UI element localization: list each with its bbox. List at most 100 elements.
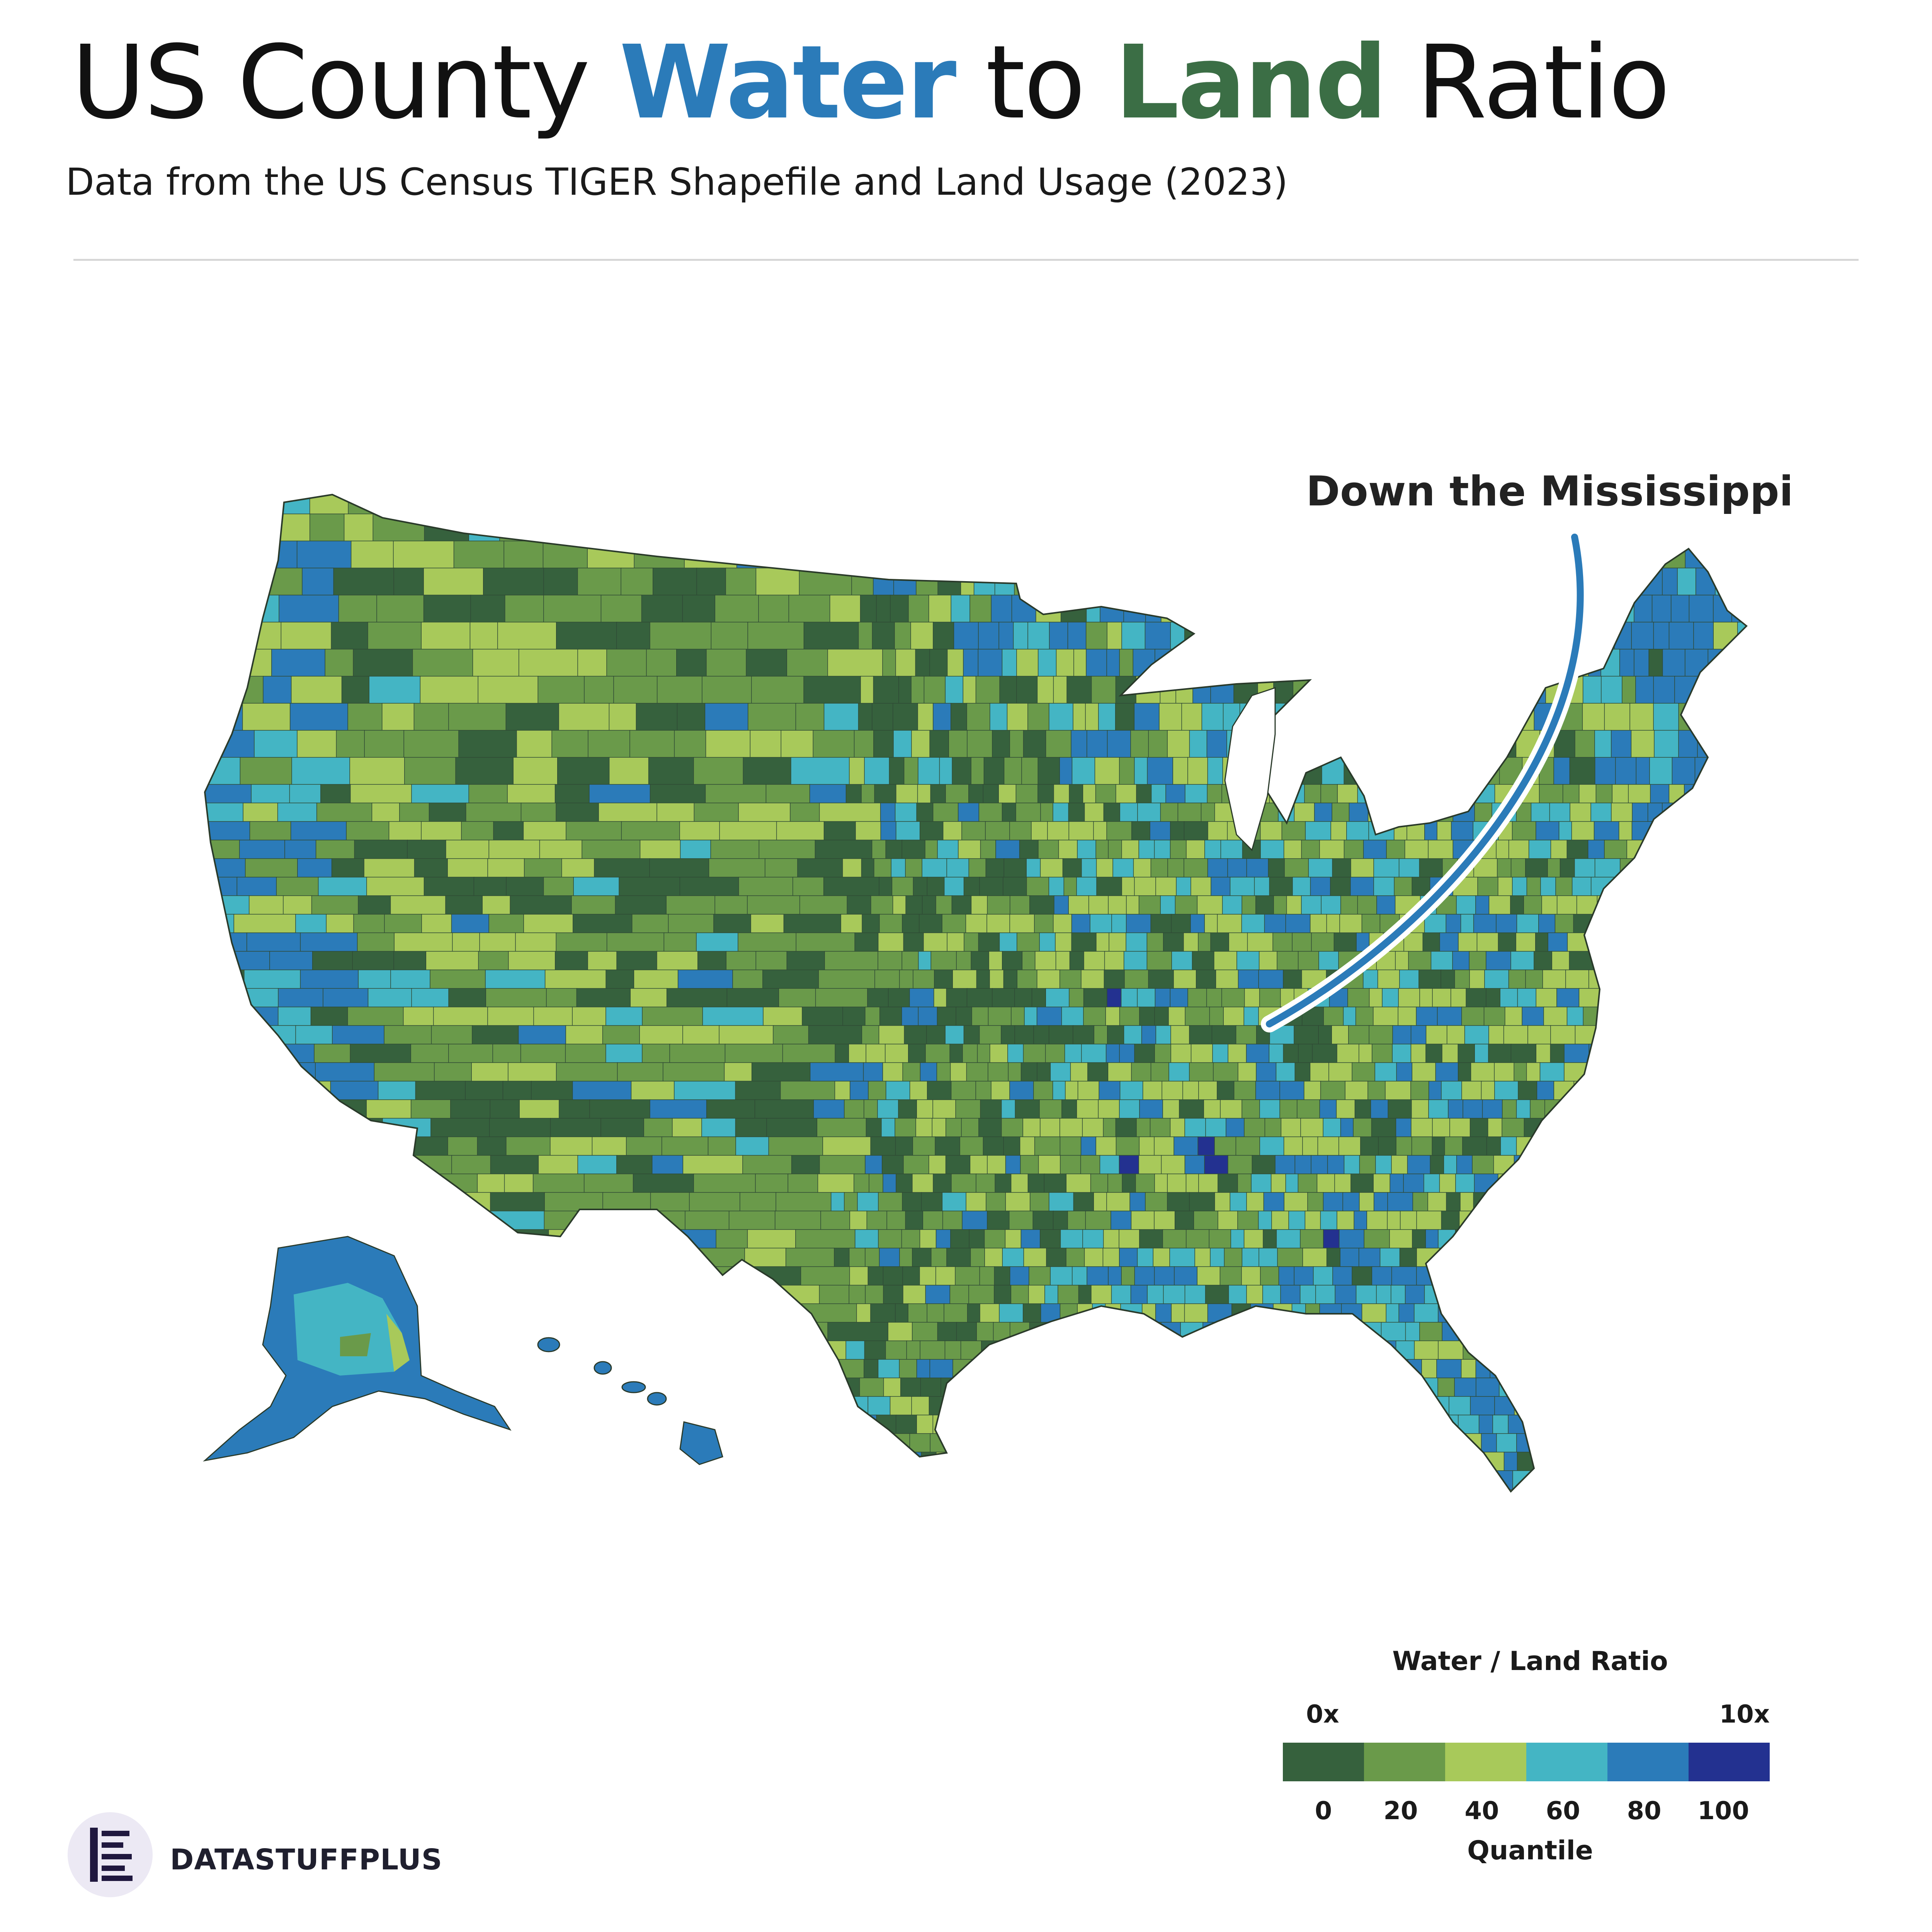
county-cell — [1053, 914, 1073, 934]
county-cell — [1490, 1285, 1514, 1304]
county-cell — [1407, 1470, 1434, 1490]
county-cell — [1191, 1415, 1217, 1434]
county-cell — [1552, 1359, 1575, 1379]
county-cell — [1446, 1192, 1461, 1212]
county-cell — [1405, 1285, 1425, 1304]
county-cell — [1281, 821, 1306, 841]
county-cell — [1411, 568, 1435, 596]
annotation-leader-line — [1266, 534, 1584, 1027]
county-cell — [1570, 803, 1592, 822]
county-cell — [556, 622, 617, 650]
county-cell — [895, 1415, 917, 1434]
county-cell — [815, 988, 868, 1008]
county-cell — [1455, 568, 1478, 596]
county-cell — [1150, 541, 1175, 569]
county-cell — [1551, 1470, 1576, 1490]
county-cell — [871, 514, 896, 542]
county-cell — [1510, 1229, 1524, 1249]
county-cell — [1604, 988, 1628, 1008]
county-cell — [1027, 1173, 1045, 1193]
county-cell — [649, 858, 710, 878]
county-cell — [1209, 1007, 1225, 1026]
county-cell — [1404, 840, 1429, 859]
county-cell — [1429, 1433, 1446, 1453]
county-cell — [478, 951, 509, 971]
county-cell — [1675, 1378, 1700, 1397]
county-cell — [1083, 951, 1105, 971]
county-cell — [1393, 784, 1409, 804]
county-cell — [372, 514, 425, 542]
county-cell — [920, 1340, 946, 1360]
county-cell — [1221, 495, 1247, 515]
county-cell — [1530, 514, 1556, 542]
county-cell — [697, 951, 727, 971]
county-cell — [1670, 1099, 1689, 1119]
county-cell — [932, 1099, 956, 1119]
county-cell — [1536, 1211, 1552, 1230]
county-cell — [1593, 951, 1617, 971]
county-cell — [490, 1192, 545, 1212]
county-cell — [911, 1396, 930, 1416]
county-cell — [1161, 514, 1182, 542]
county-cell — [1506, 541, 1520, 569]
county-cell — [1762, 803, 1781, 822]
county-cell — [838, 1433, 858, 1453]
county-cell — [995, 840, 1020, 859]
county-cell — [1169, 1248, 1196, 1267]
county-cell — [1619, 1007, 1636, 1026]
county-cell — [1170, 1044, 1192, 1063]
county-cell — [1711, 1248, 1736, 1267]
county-cell — [1171, 914, 1191, 934]
county-cell — [1112, 858, 1134, 878]
county-cell — [904, 1025, 927, 1045]
county-cell — [1291, 1470, 1305, 1490]
county-cell — [1425, 1044, 1443, 1063]
county-cell — [1408, 1452, 1427, 1471]
county-cell — [1635, 1322, 1659, 1342]
county-cell — [1277, 1248, 1304, 1267]
county-cell — [291, 1118, 323, 1138]
county-cell — [1255, 1081, 1281, 1100]
legend-axis-label: Quantile — [1467, 1835, 1593, 1866]
county-cell — [245, 858, 298, 878]
county-cell — [565, 1044, 607, 1063]
county-cell — [240, 1025, 296, 1045]
county-cell — [1391, 1470, 1408, 1490]
county-cell — [637, 1248, 685, 1267]
county-cell — [1010, 1173, 1029, 1193]
color-legend: Water / Land Ratio 0x 10x 0 20 40 60 80 … — [1275, 1646, 1785, 1866]
county-cell — [886, 1081, 911, 1100]
county-cell — [1437, 514, 1452, 542]
county-cell — [1242, 1248, 1260, 1267]
county-cell — [1395, 951, 1409, 971]
county-cell — [707, 1136, 736, 1156]
county-cell — [1454, 969, 1470, 989]
county-cell — [1045, 988, 1070, 1008]
county-cell — [947, 932, 965, 952]
county-cell — [1011, 1007, 1025, 1026]
county-cell — [326, 914, 354, 934]
county-cell — [1522, 1007, 1544, 1026]
county-cell — [1674, 676, 1700, 704]
county-cell — [1434, 568, 1456, 596]
county-cell — [1234, 1322, 1250, 1342]
county-cell — [1103, 1229, 1120, 1249]
county-cell — [1538, 914, 1556, 934]
county-cell — [1587, 840, 1605, 859]
county-cell — [817, 1173, 855, 1193]
county-cell — [404, 1266, 444, 1286]
county-cell — [233, 1118, 293, 1138]
county-cell — [1725, 821, 1744, 841]
county-cell — [271, 649, 326, 677]
county-cell — [1590, 803, 1612, 822]
county-cell — [1311, 568, 1331, 596]
county-cell — [505, 1285, 553, 1304]
county-cell — [996, 514, 1018, 542]
county-cell — [1331, 1025, 1349, 1045]
county-cell — [1303, 1396, 1329, 1416]
county-cell — [1339, 1378, 1359, 1397]
county-cell — [937, 840, 959, 859]
county-cell — [797, 858, 844, 878]
county-cell — [1104, 969, 1125, 989]
county-cell — [1516, 1378, 1542, 1397]
